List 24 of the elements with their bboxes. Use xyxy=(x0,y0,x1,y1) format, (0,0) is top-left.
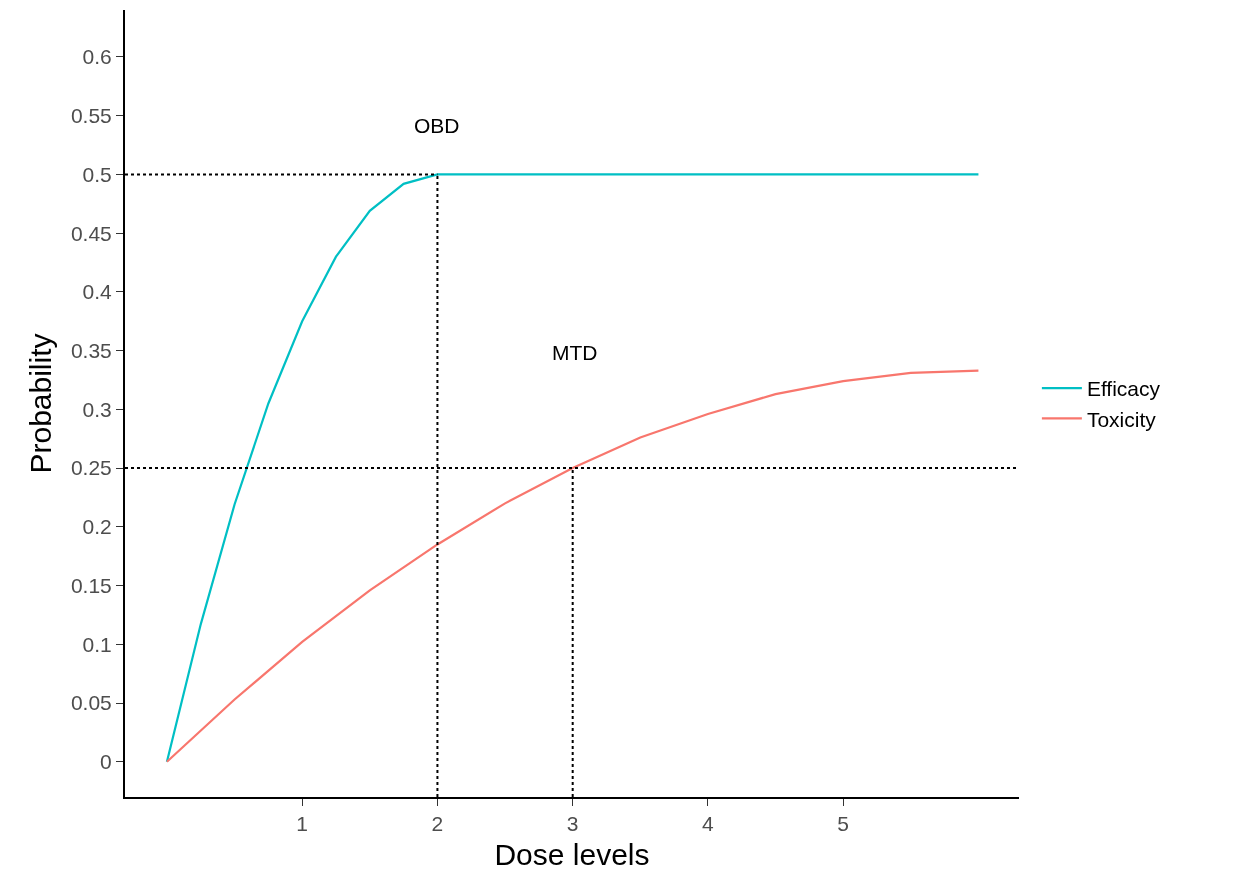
y-tick-label: 0.5 xyxy=(82,162,112,186)
y-tick-label: 0.4 xyxy=(82,280,113,304)
x-tick-label: 1 xyxy=(296,812,309,836)
y-tick-label: 0.35 xyxy=(70,338,112,362)
x-tick-label: 3 xyxy=(566,812,579,836)
x-tick-label: 5 xyxy=(837,812,850,836)
y-axis-title: Probability xyxy=(24,333,58,474)
y-tick-label: 0 xyxy=(100,750,112,774)
y-tick-label: 0.45 xyxy=(70,221,112,245)
y-tick-label: 0.1 xyxy=(82,632,112,656)
y-tick-label: 0.3 xyxy=(82,397,112,421)
annotation: OBD xyxy=(414,114,460,137)
y-tick-label: 0.15 xyxy=(70,573,112,597)
y-tick-label: 0.05 xyxy=(70,691,112,715)
y-tick-label: 0.2 xyxy=(82,515,112,539)
x-axis-title: Dose levels xyxy=(494,838,650,872)
x-tick-label: 4 xyxy=(702,812,715,836)
y-tick-label: 0.6 xyxy=(82,45,112,69)
legend-label: Toxicity xyxy=(1086,407,1157,431)
y-tick-label: 0.55 xyxy=(70,104,112,128)
x-tick-label: 2 xyxy=(431,812,444,836)
y-tick-label: 0.25 xyxy=(70,456,112,480)
annotation: MTD xyxy=(552,341,598,364)
legend-label: Efficacy xyxy=(1086,377,1161,401)
